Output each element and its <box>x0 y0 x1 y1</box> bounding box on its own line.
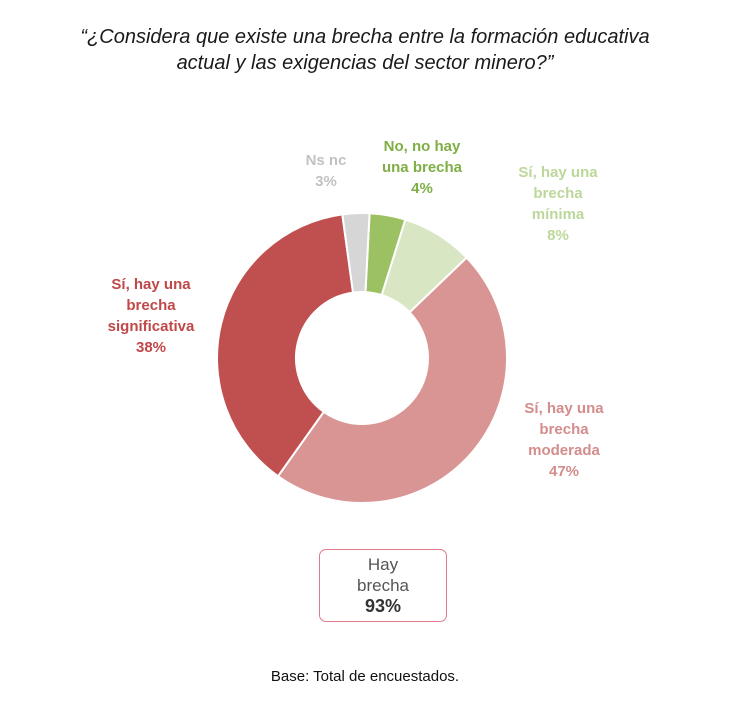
slice-name: mínima <box>531 206 585 223</box>
slice-name: una brecha <box>381 159 463 176</box>
slice-pct: 38% <box>135 339 167 356</box>
slice-name: Sí, hay una <box>518 164 598 181</box>
slice-moderada <box>276 256 508 505</box>
slice-label-significativa: Sí, hay una brecha significativa 38% <box>76 274 226 358</box>
slice-label-moderada: Sí, hay una brecha moderada 47% <box>502 398 626 482</box>
slice-pct: 3% <box>315 173 337 190</box>
slice-name: significativa <box>107 318 195 335</box>
slice-name: Sí, hay una <box>524 400 604 417</box>
slice-name: brecha <box>533 185 583 202</box>
chart-title-line-1: “¿Considera que existe una brecha entre … <box>80 26 650 48</box>
slice-label-nsnc: Ns nc 3% <box>282 150 370 192</box>
slice-name: moderada <box>528 442 600 459</box>
summary-value: 93% <box>364 596 402 616</box>
summary-line: brecha <box>357 576 409 595</box>
slice-name: brecha <box>539 421 589 438</box>
summary-line: Hay <box>367 555 399 574</box>
summary-box: Hay brecha 93% <box>319 549 447 622</box>
slice-pct: 47% <box>548 463 580 480</box>
slice-nsnc <box>341 212 371 294</box>
slice-significativa <box>216 213 355 478</box>
chart-title: “¿Considera que existe una brecha entre … <box>0 24 730 76</box>
slice-label-minima: Sí, hay una brecha mínima 8% <box>496 162 620 246</box>
slice-pct: 4% <box>411 180 433 197</box>
slice-pct: 8% <box>547 227 569 244</box>
slice-name: brecha <box>126 297 176 314</box>
chart-title-line-2: actual y las exigencias del sector miner… <box>176 52 554 74</box>
slice-name: Ns nc <box>305 152 347 169</box>
slice-name: Sí, hay una <box>111 276 191 293</box>
slice-name: No, no hay <box>383 138 461 155</box>
footnote: Base: Total de encuestados. <box>270 668 460 685</box>
slice-label-no-brecha: No, no hay una brecha 4% <box>372 136 472 199</box>
